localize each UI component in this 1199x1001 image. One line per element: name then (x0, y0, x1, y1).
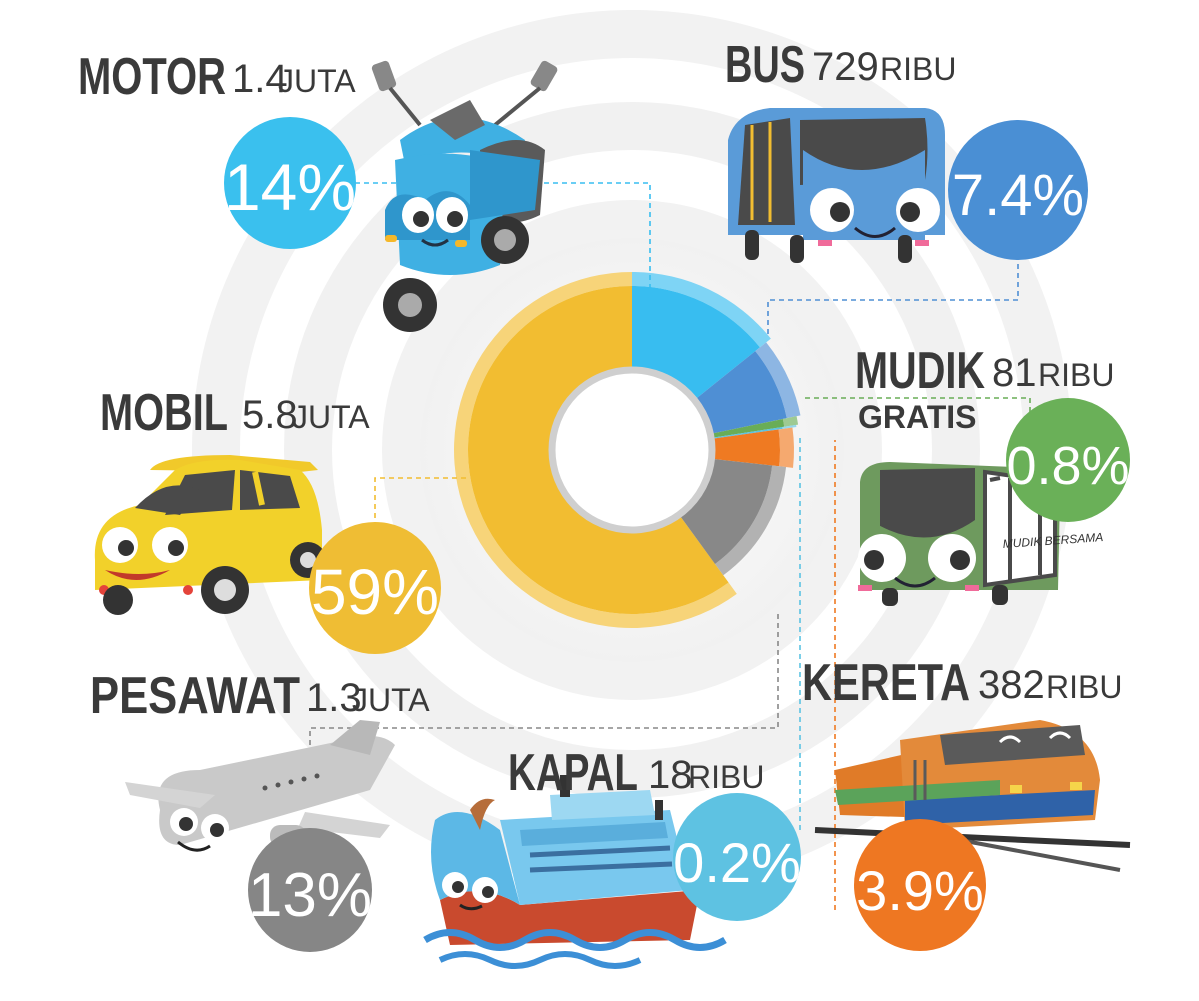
leader-bus (767, 255, 1019, 335)
label-bus: BUS 729 RIBU (725, 36, 956, 94)
percent-bubbles: 14% 7.4% 0.8% 59% 13% 0.2% 3.9% (224, 117, 1130, 952)
bubble-mudik: 0.8% (1006, 398, 1130, 522)
category-unit-mudik: RIBU (1038, 357, 1114, 393)
donut-slice-band-kapal (782, 424, 797, 429)
donut-slice-kereta (713, 429, 780, 467)
car-illustration (94, 455, 326, 615)
category-amount-mobil: 5.8 (242, 393, 298, 437)
percent-label-mudik: 0.8% (1006, 436, 1129, 496)
bubble-kapal: 0.2% (673, 793, 801, 921)
category-amount-motor: 1.4 (232, 57, 288, 101)
percent-label-mobil: 59% (311, 556, 439, 628)
bubble-kereta: 3.9% (854, 819, 986, 951)
donut-slice-band-motor (632, 272, 771, 348)
donut-slice-band-mudik (782, 416, 799, 427)
category-amount-bus: 729 (812, 45, 879, 89)
category-name-bus: BUS (725, 36, 805, 94)
donut-slice-motor (632, 286, 760, 399)
label-kapal: KAPAL 18 RIBU (508, 744, 764, 802)
leader-mudik (805, 397, 1031, 420)
donut-slice-band-kereta (778, 427, 794, 468)
percent-label-pesawat: 13% (248, 861, 372, 930)
label-pesawat: PESAWAT 1.3 JUTA (90, 667, 430, 725)
bubble-mobil: 59% (309, 522, 441, 654)
percent-label-motor: 14% (224, 150, 356, 224)
percent-label-kereta: 3.9% (856, 859, 984, 922)
bubble-motor: 14% (224, 117, 356, 249)
label-motor: MOTOR 1.4 JUTA (78, 48, 356, 106)
bus-illustration (728, 108, 945, 263)
label-kereta: KERETA 382 RIBU (802, 654, 1122, 712)
percent-label-kapal: 0.2% (673, 831, 801, 894)
plane-illustration (125, 720, 395, 852)
donut-slice-bus (695, 351, 787, 434)
category-labels: MOTOR 1.4 JUTA BUS 729 RIBU MUDIK 81 RIB… (78, 36, 1122, 802)
donut-slice-band-bus (755, 342, 801, 419)
donut-slice-band-pesawat (715, 465, 787, 576)
bubble-pesawat: 13% (248, 828, 372, 952)
category-unit-kereta: RIBU (1046, 669, 1122, 705)
percent-label-bus: 7.4% (952, 163, 1084, 228)
donut-slice-mudik (712, 418, 785, 438)
category-name-kapal: KAPAL (508, 744, 638, 802)
donut-chart (453, 272, 801, 628)
category-name-motor: MOTOR (78, 48, 226, 106)
category-unit-bus: RIBU (880, 51, 956, 87)
donut-hole (548, 366, 716, 534)
ship-illustration (423, 775, 727, 969)
scooter-illustration (371, 60, 558, 332)
category-name-mudik: MUDIK (855, 342, 985, 400)
donut-slice-pesawat (680, 459, 773, 564)
category-unit-mobil: JUTA (292, 399, 370, 435)
bubble-bus: 7.4% (948, 120, 1088, 260)
category-unit-kapal: RIBU (688, 759, 764, 795)
category-amount-mudik: 81 (992, 351, 1037, 395)
category-amount-pesawat: 1.3 (306, 676, 362, 720)
train-illustration (814, 720, 1131, 872)
donut-slice-kapal (713, 427, 783, 439)
category-name-mudik-line2: GRATIS (858, 399, 977, 435)
leader-motor (355, 182, 651, 310)
category-unit-pesawat: JUTA (352, 682, 430, 718)
category-amount-kapal: 18 (648, 753, 693, 797)
category-unit-motor: JUTA (278, 63, 356, 99)
donut-slice-mobil (467, 286, 729, 614)
category-name-kereta: KERETA (802, 654, 970, 712)
label-mudik: MUDIK 81 RIBU GRATIS (855, 342, 1114, 435)
category-name-pesawat: PESAWAT (90, 667, 300, 725)
category-name-mobil: MOBIL (100, 384, 228, 442)
label-mobil: MOBIL 5.8 JUTA (100, 384, 370, 442)
category-amount-kereta: 382 (978, 663, 1045, 707)
